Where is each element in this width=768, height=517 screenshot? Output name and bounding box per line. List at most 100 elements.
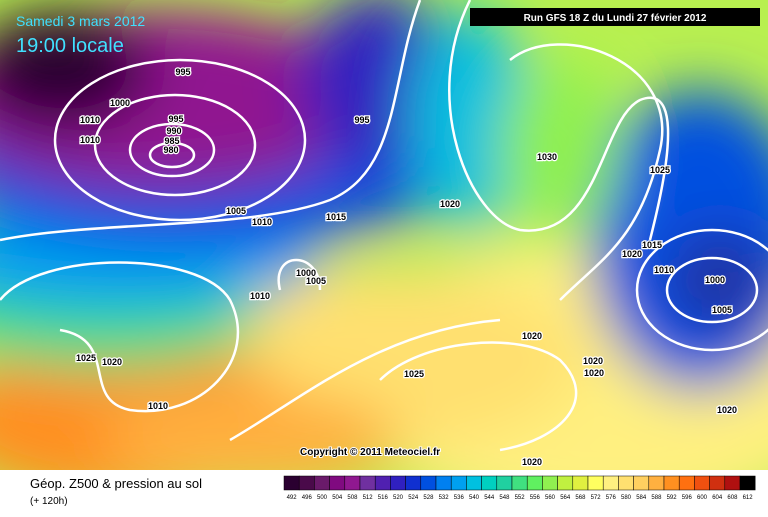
isobar-label: 995	[354, 115, 369, 125]
isobar-label: 1010	[148, 401, 168, 411]
legend-swatch	[542, 475, 558, 491]
isobar-label: 1025	[404, 369, 424, 379]
legend-swatch	[405, 475, 422, 491]
legend-label: 576	[606, 495, 617, 501]
legend-label: 584	[636, 495, 647, 501]
legend-label: 540	[469, 495, 480, 501]
legend-label: 604	[712, 495, 723, 501]
isobar-label: 1010	[80, 115, 100, 125]
legend-label: 528	[423, 495, 434, 501]
copyright: Copyright © 2011 Meteociel.fr	[300, 447, 440, 458]
time: 19:00 locale	[16, 35, 124, 57]
isobar-label: 1005	[306, 276, 326, 286]
legend-label: 568	[575, 495, 586, 501]
legend-label: 520	[393, 495, 404, 501]
legend-label: 556	[530, 495, 541, 501]
isobar-label: 1010	[654, 265, 674, 275]
legend-swatch	[359, 475, 376, 491]
run-box	[470, 8, 760, 26]
isobar-label: 1020	[440, 199, 460, 209]
date: Samedi 3 mars 2012	[16, 13, 145, 29]
isobar-label: 1020	[717, 405, 737, 415]
legend-label: 596	[682, 495, 693, 501]
legend-label: 548	[499, 495, 510, 501]
isobar-label: 995	[175, 67, 190, 77]
legend-swatch	[450, 475, 467, 491]
legend-label: 592	[667, 495, 678, 501]
legend-label: 504	[332, 495, 343, 501]
legend-swatch	[694, 475, 710, 491]
legend-label: 600	[697, 495, 708, 501]
legend-swatch	[283, 475, 300, 491]
legend-swatch	[663, 475, 680, 491]
isobar-label: 980	[163, 145, 178, 155]
legend-swatch	[587, 475, 604, 491]
legend-label: 564	[560, 495, 571, 501]
legend-swatch	[648, 475, 665, 491]
legend-swatch	[329, 475, 346, 491]
legend-label: 580	[621, 495, 632, 501]
legend-swatch	[344, 475, 361, 491]
legend-swatch	[374, 475, 391, 491]
isobar-label: 1015	[326, 212, 346, 222]
legend-label: 612	[743, 495, 754, 501]
isobar-label: 1020	[522, 457, 542, 467]
isobar-label: 1020	[584, 368, 604, 378]
legend-swatch	[602, 475, 619, 491]
isobar-label: 1010	[80, 135, 100, 145]
legend-label: 516	[378, 495, 389, 501]
isobar-label: 1020	[622, 249, 642, 259]
footer-lead: (+ 120h)	[30, 496, 68, 507]
isobar-label: 1005	[712, 305, 732, 315]
isobar-label: 985	[164, 136, 179, 146]
legend-swatch	[481, 475, 498, 491]
isobar-label: 1015	[642, 240, 662, 250]
isobar-label: 1020	[583, 356, 603, 366]
legend-label: 536	[454, 495, 465, 501]
legend-swatch	[390, 475, 406, 491]
legend-swatch	[557, 475, 574, 491]
isobar-label: 1030	[537, 152, 557, 162]
legend-label: 500	[317, 495, 328, 501]
legend-swatch	[572, 475, 589, 491]
legend-swatch	[420, 475, 437, 491]
isobars	[0, 0, 768, 452]
isobar-label: 1000	[705, 275, 725, 285]
legend-label: 496	[302, 495, 313, 501]
isobar-label: 1010	[250, 291, 270, 301]
isobar-label: 1025	[650, 165, 670, 175]
isobar-label: 1020	[522, 331, 542, 341]
legend-label: 572	[591, 495, 602, 501]
legend-swatch	[511, 475, 528, 491]
legend-label: 552	[515, 495, 526, 501]
legend-label: 608	[727, 495, 738, 501]
isobar-label: 1025	[76, 353, 96, 363]
legend-swatch	[466, 475, 482, 491]
legend-swatch	[678, 475, 695, 491]
isobar-label: 1000	[296, 268, 316, 278]
isobar-label: 1010	[252, 217, 272, 227]
legend-swatch	[435, 475, 452, 491]
legend-swatch	[709, 475, 726, 491]
isobar-label: 990	[166, 126, 181, 136]
isobar-label: 995	[168, 114, 183, 124]
legend-swatch	[618, 475, 634, 491]
legend-swatch	[298, 475, 315, 491]
legend-label: 544	[484, 495, 495, 501]
legend-label: 508	[347, 495, 358, 501]
footer-title: Géop. Z500 & pression au sol	[30, 476, 202, 491]
legend-swatch	[633, 475, 650, 491]
legend-label: 588	[651, 495, 662, 501]
legend-label: 524	[408, 495, 419, 501]
legend-label: 512	[363, 495, 374, 501]
legend-swatch	[724, 475, 741, 491]
legend-label: 560	[545, 495, 556, 501]
legend-label: 532	[439, 495, 450, 501]
legend-swatch	[526, 475, 543, 491]
legend-label: 492	[287, 495, 298, 501]
legend-swatch	[314, 475, 330, 491]
legend-swatch	[739, 475, 756, 491]
legend-swatch	[496, 475, 513, 491]
